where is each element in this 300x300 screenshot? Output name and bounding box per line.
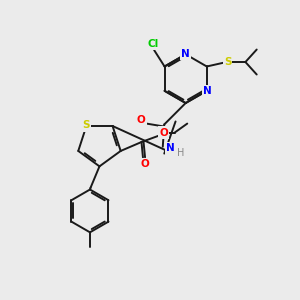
Text: O: O bbox=[137, 115, 146, 125]
Text: H: H bbox=[177, 148, 184, 158]
Text: O: O bbox=[140, 159, 149, 169]
Text: N: N bbox=[203, 86, 212, 96]
Text: S: S bbox=[82, 120, 89, 130]
Text: N: N bbox=[166, 143, 175, 153]
Text: S: S bbox=[224, 57, 231, 67]
Text: O: O bbox=[159, 128, 168, 137]
Text: Cl: Cl bbox=[147, 39, 158, 49]
Text: N: N bbox=[181, 49, 190, 59]
